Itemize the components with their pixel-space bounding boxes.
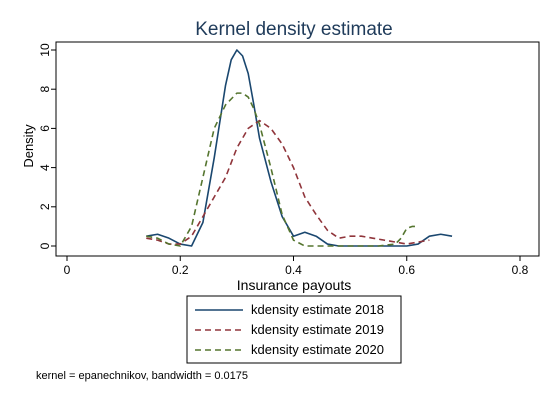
legend-label: kdensity estimate 2018 — [251, 302, 384, 317]
x-tick-label: 0.6 — [398, 263, 415, 277]
legend-label: kdensity estimate 2019 — [251, 322, 384, 337]
x-tick-label: 0.8 — [512, 263, 529, 277]
chart-title: Kernel density estimate — [195, 19, 393, 40]
kernel-note: kernel = epanechnikov, bandwidth = 0.017… — [36, 370, 248, 382]
y-tick-label: 6 — [38, 125, 52, 132]
x-tick-label: 0.2 — [172, 263, 189, 277]
legend-label: kdensity estimate 2020 — [251, 342, 384, 357]
legend-box — [186, 295, 402, 364]
series-line-1 — [146, 49, 453, 247]
x-tick-label: 0.4 — [285, 263, 302, 277]
y-tick-label: 8 — [38, 86, 52, 93]
x-axis: 0 0.2 0.4 0.6 0.8 — [64, 256, 529, 277]
y-axis: 0 2 4 6 8 10 — [38, 43, 56, 249]
x-tick-label: 0 — [64, 263, 71, 277]
y-tick-label: 10 — [38, 43, 52, 57]
legend: kdensity estimate 2018 kdensity estimate … — [186, 295, 402, 364]
y-tick-label: 0 — [38, 242, 52, 249]
y-tick-label: 2 — [38, 203, 52, 210]
series-line-2 — [146, 119, 430, 245]
series-layer — [146, 49, 453, 247]
y-tick-label: 4 — [38, 164, 52, 171]
y-axis-label: Density — [21, 124, 36, 168]
plot-area — [55, 41, 540, 257]
x-axis-label: Insurance payouts — [237, 277, 351, 293]
series-line-3 — [146, 92, 419, 247]
